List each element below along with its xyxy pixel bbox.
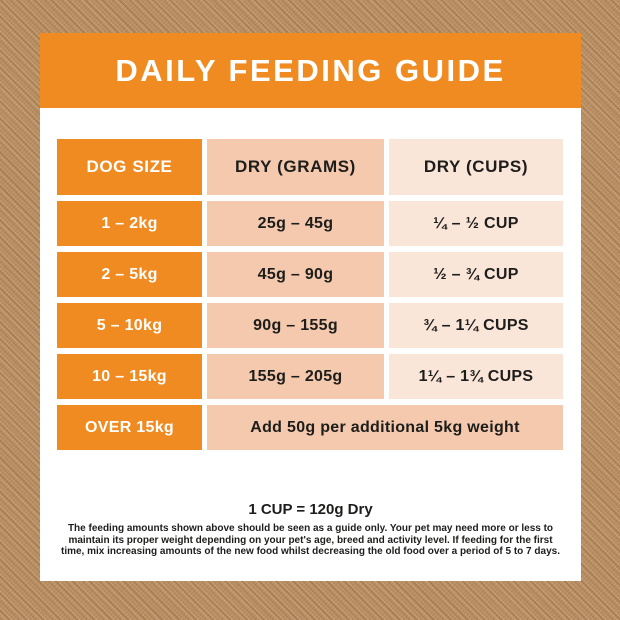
row-grams-cell: 25g – 45g: [207, 201, 384, 246]
row-size-cell: 5 – 10kg: [57, 303, 202, 348]
row-cups-cell: ¼ – ½ CUP: [389, 201, 563, 246]
column-header-dry-grams: DRY (GRAMS): [207, 139, 384, 195]
row-size-cell: 1 – 2kg: [57, 201, 202, 246]
row-cups-cell: 1¼ – 1¾ CUPS: [389, 354, 563, 399]
row-size-cell: 2 – 5kg: [57, 252, 202, 297]
feeding-disclaimer: The feeding amounts shown above should b…: [61, 523, 560, 557]
row-grams-cell: 155g – 205g: [207, 354, 384, 399]
page-title: DAILY FEEDING GUIDE: [115, 52, 506, 88]
row-grams-cell: 45g – 90g: [207, 252, 384, 297]
row-cups-cell: ¾ – 1¼ CUPS: [389, 303, 563, 348]
column-header-dog-size: DOG SIZE: [57, 139, 202, 195]
footer-notes: 1 CUP = 120g Dry The feeding amounts sho…: [40, 501, 581, 558]
row-size-cell-over-15kg: OVER 15kg: [57, 405, 202, 450]
feeding-guide-card: DAILY FEEDING GUIDE DOG SIZE DRY (GRAMS)…: [40, 33, 581, 581]
column-header-dry-cups: DRY (CUPS): [389, 139, 563, 195]
row-cups-cell: ½ – ¾ CUP: [389, 252, 563, 297]
cup-conversion-note: 1 CUP = 120g Dry: [248, 501, 373, 518]
over-15kg-note-cell: Add 50g per additional 5kg weight: [207, 405, 563, 450]
row-size-cell: 10 – 15kg: [57, 354, 202, 399]
header-banner: DAILY FEEDING GUIDE: [40, 33, 581, 108]
feeding-table: DOG SIZE DRY (GRAMS) DRY (CUPS) 1 – 2kg …: [57, 139, 563, 450]
row-grams-cell: 90g – 155g: [207, 303, 384, 348]
